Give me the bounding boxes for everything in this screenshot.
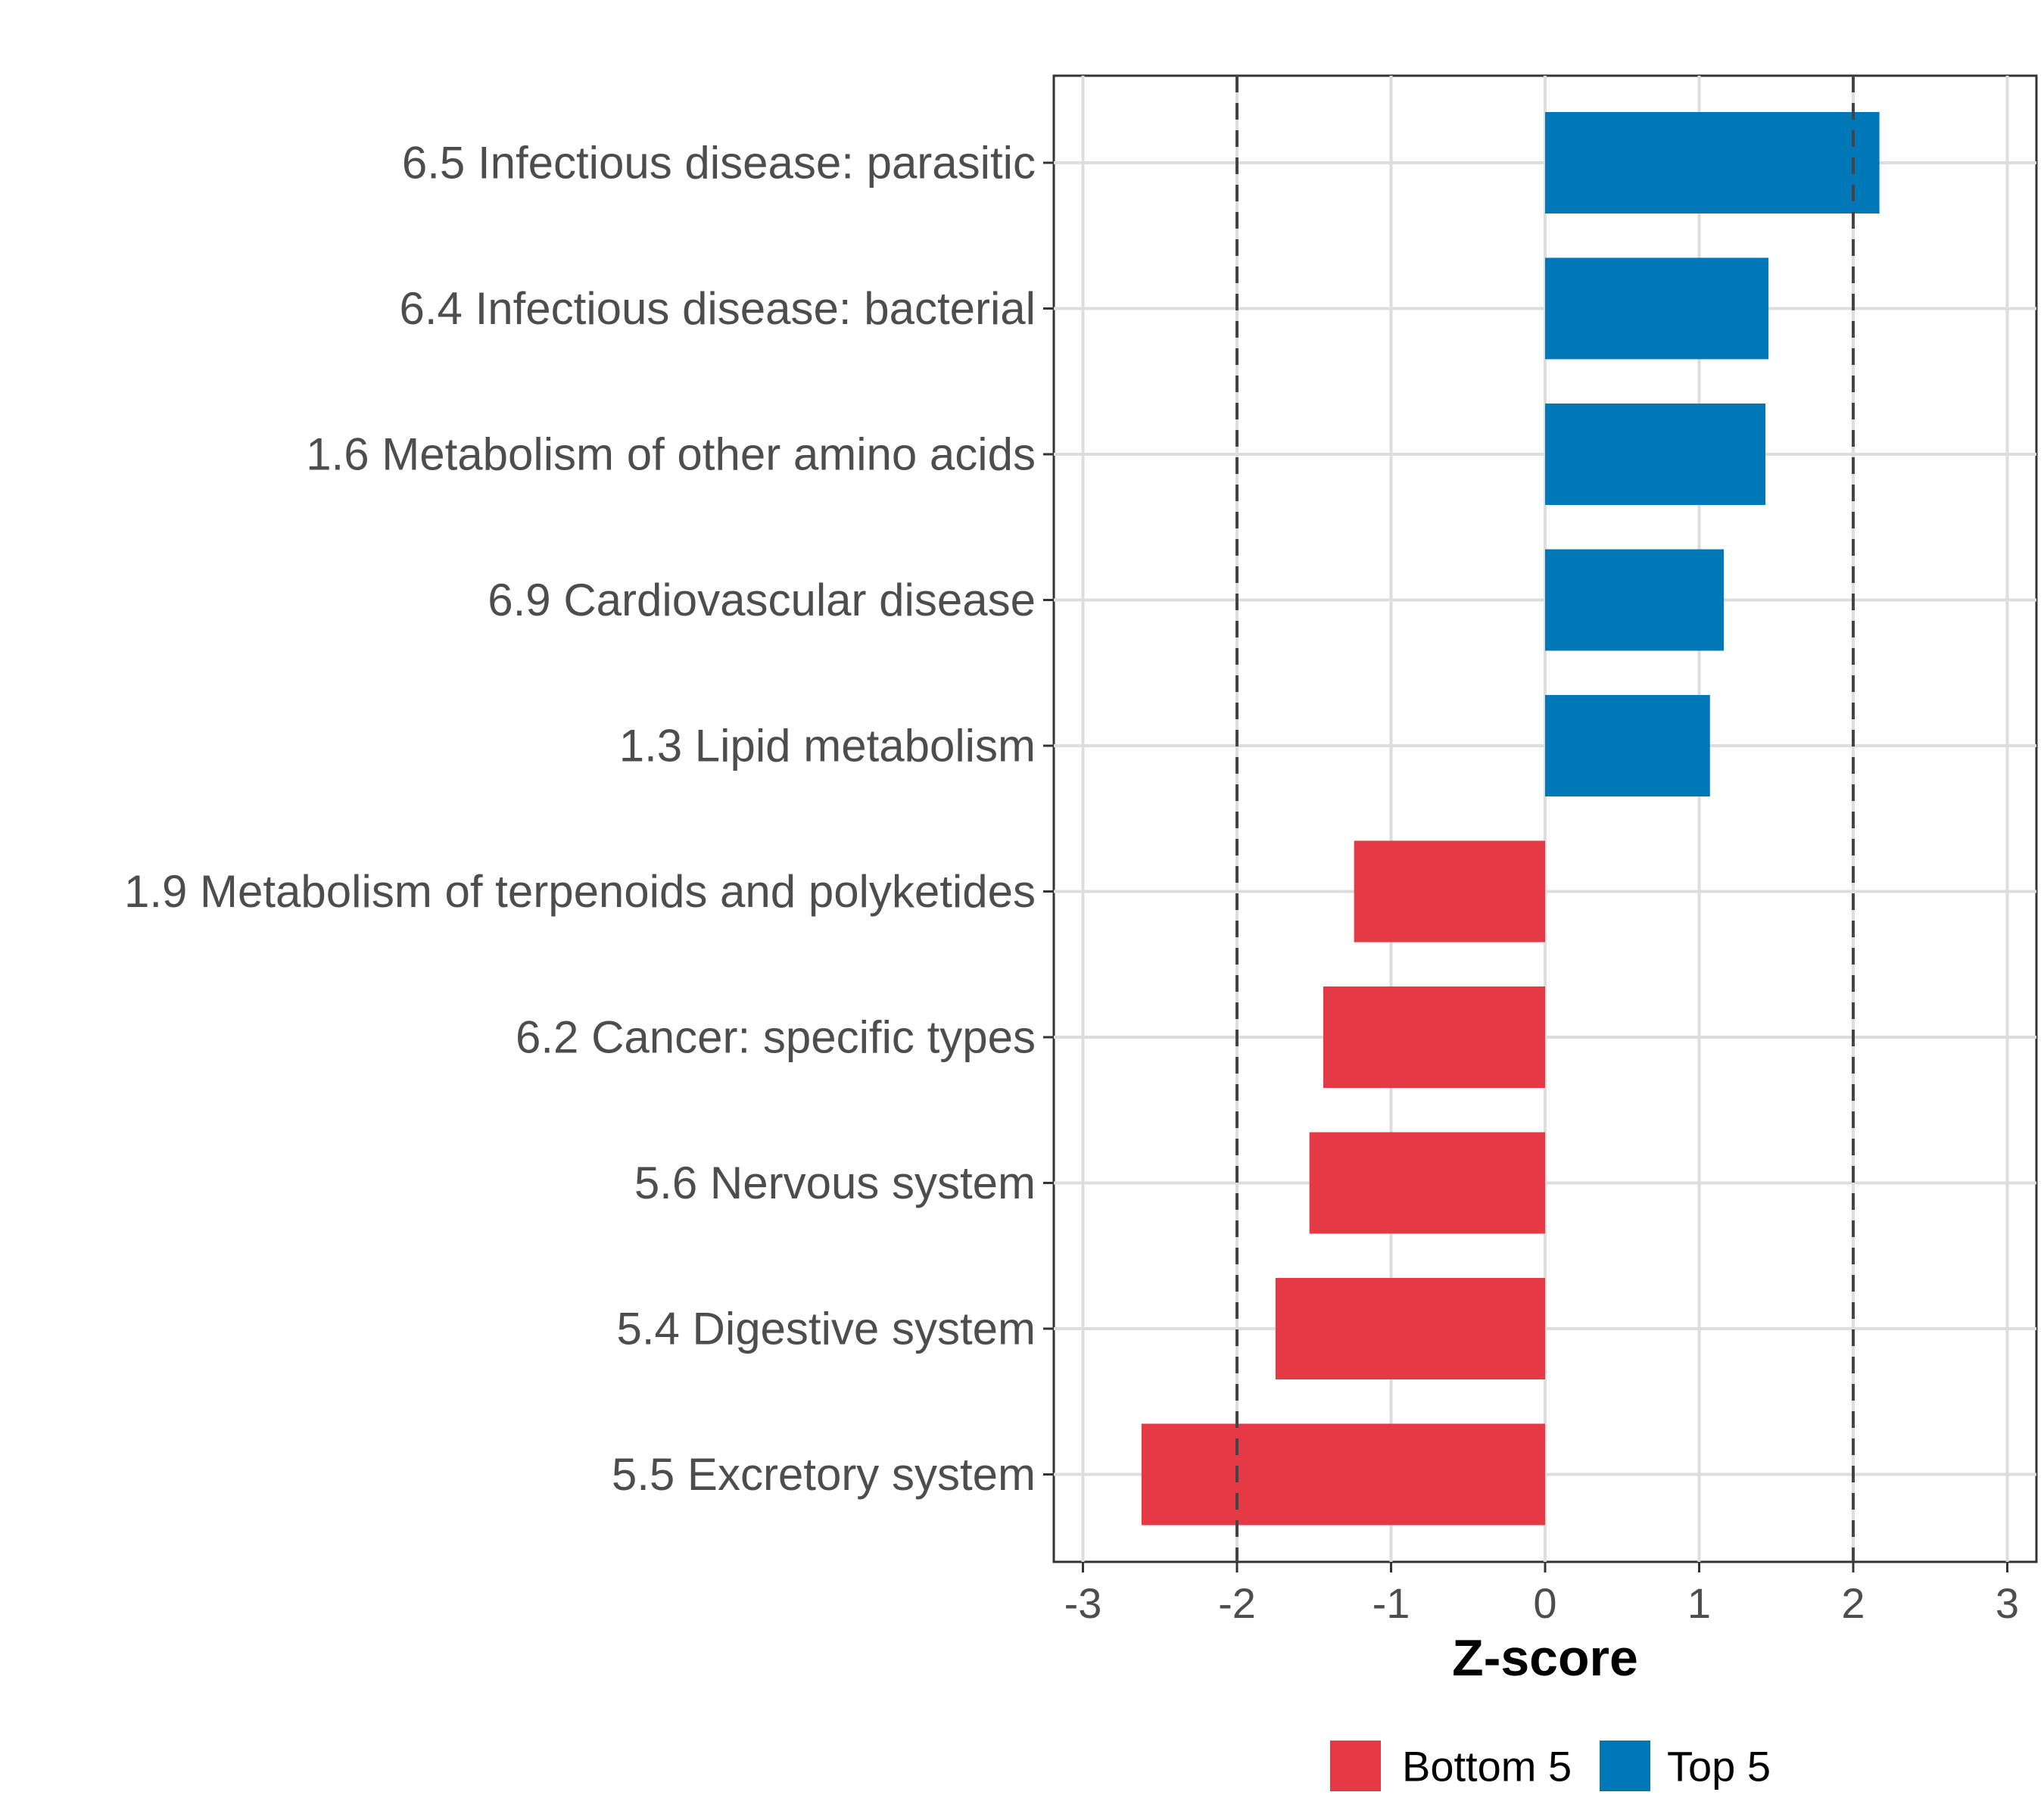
x-axis: -3 -2 -1 0 1 2 3 — [1064, 1562, 2019, 1627]
y-tick-label-3: 6.9 Cardiovascular disease — [488, 575, 1036, 625]
legend-key-top-5 — [1600, 1741, 1650, 1791]
y-tick-label-9: 5.5 Excretory system — [612, 1449, 1036, 1500]
x-tick-label-2: -1 — [1373, 1579, 1410, 1627]
bar-8 — [1275, 1278, 1545, 1379]
bar-1 — [1545, 257, 1769, 360]
legend-label-bottom-5: Bottom 5 — [1402, 1743, 1572, 1791]
x-tick-label-0: -3 — [1064, 1579, 1102, 1627]
bar-3 — [1545, 549, 1725, 651]
reference-lines — [1235, 76, 1855, 1562]
x-axis-title: Z-score — [1452, 1629, 1638, 1687]
bar-2 — [1545, 404, 1766, 505]
y-tick-label-5: 1.9 Metabolism of terpenoids and polyket… — [124, 866, 1036, 917]
y-tick-label-0: 6.5 Infectious disease: parasitic — [402, 138, 1036, 189]
bar-7 — [1309, 1132, 1545, 1234]
bar-5 — [1354, 840, 1545, 943]
x-tick-label-1: -2 — [1218, 1579, 1256, 1627]
y-tick-label-7: 5.6 Nervous system — [634, 1158, 1036, 1208]
bars-layer — [1141, 112, 1880, 1526]
x-tick-label-3: 0 — [1533, 1579, 1556, 1627]
y-tick-label-2: 1.6 Metabolism of other amino acids — [306, 429, 1036, 480]
bar-0 — [1545, 112, 1880, 213]
y-tick-label-4: 1.3 Lipid metabolism — [619, 721, 1036, 771]
legend: Bottom 5 Top 5 — [1330, 1741, 1771, 1791]
x-tick-label-4: 1 — [1687, 1579, 1711, 1627]
legend-key-bottom-5 — [1330, 1741, 1381, 1791]
legend-label-top-5: Top 5 — [1667, 1743, 1771, 1791]
y-tick-label-1: 6.4 Infectious disease: bacterial — [400, 283, 1036, 334]
y-tick-label-8: 5.4 Digestive system — [616, 1304, 1036, 1354]
y-tick-label-6: 6.2 Cancer: specific types — [516, 1012, 1036, 1063]
bar-6 — [1323, 986, 1545, 1088]
bar-9 — [1141, 1423, 1545, 1526]
y-axis: 6.5 Infectious disease: parasitic 6.4 Inf… — [124, 138, 1054, 1500]
bar-4 — [1545, 695, 1710, 796]
x-tick-label-6: 3 — [1996, 1579, 2019, 1627]
x-tick-label-5: 2 — [1841, 1579, 1865, 1627]
